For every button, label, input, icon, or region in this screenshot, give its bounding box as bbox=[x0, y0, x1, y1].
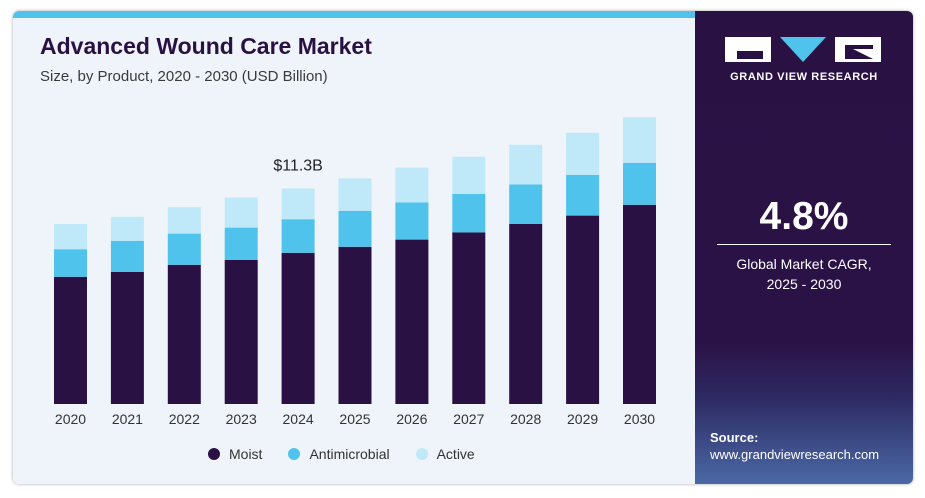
x-tick-label-2023: 2023 bbox=[226, 411, 257, 427]
source-link[interactable]: www.grandviewresearch.com bbox=[710, 447, 880, 462]
sidebar-panel: GRAND VIEW RESEARCH 4.8% Global Market C… bbox=[695, 11, 913, 484]
bar-active-2020 bbox=[54, 224, 87, 250]
bar-active-2021 bbox=[110, 216, 144, 241]
bar-active-2022 bbox=[167, 207, 201, 234]
bar-antimicrobial-2022 bbox=[167, 233, 201, 265]
x-tick-label-2024: 2024 bbox=[283, 411, 314, 427]
bar-active-2023 bbox=[224, 197, 258, 228]
bar-antimicrobial-2030 bbox=[623, 162, 656, 205]
legend-swatch-active bbox=[415, 448, 428, 460]
grand-view-research-logo bbox=[725, 37, 881, 62]
chart-panel: Advanced Wound Care Market Size, by Prod… bbox=[13, 11, 695, 484]
bar-active-2026 bbox=[395, 167, 429, 203]
infographic-card: Advanced Wound Care Market Size, by Prod… bbox=[13, 11, 913, 484]
x-tick-label-2026: 2026 bbox=[396, 411, 427, 427]
bar-antimicrobial-2027 bbox=[452, 194, 486, 233]
legend-swatch-antimicrobial bbox=[288, 448, 301, 460]
cagr-label-line2: 2025 - 2030 bbox=[766, 276, 842, 292]
bar-active-2024 bbox=[281, 188, 315, 220]
bar-antimicrobial-2028 bbox=[509, 184, 543, 224]
bar-active-2027 bbox=[452, 156, 486, 194]
bar-antimicrobial-2021 bbox=[110, 240, 144, 272]
bar-moist-2021 bbox=[110, 272, 144, 404]
x-tick-label-2022: 2022 bbox=[169, 411, 200, 427]
x-tick-label-2027: 2027 bbox=[453, 411, 484, 427]
brand-name: GRAND VIEW RESEARCH bbox=[730, 71, 878, 83]
bar-moist-2029 bbox=[566, 215, 600, 404]
bar-antimicrobial-2023 bbox=[224, 227, 258, 260]
bar-antimicrobial-2025 bbox=[338, 210, 372, 247]
bar-moist-2030 bbox=[623, 204, 656, 404]
bar-active-2030 bbox=[623, 117, 656, 163]
bar-moist-2022 bbox=[167, 264, 201, 404]
bar-antimicrobial-2024 bbox=[281, 219, 315, 253]
bar-antimicrobial-2029 bbox=[566, 174, 600, 216]
bar-moist-2026 bbox=[395, 239, 429, 404]
bar-moist-2020 bbox=[54, 276, 87, 404]
x-tick-label-2028: 2028 bbox=[510, 411, 541, 427]
chart-legend: Moist Antimicrobial Active bbox=[208, 444, 501, 464]
legend-swatch-moist bbox=[208, 448, 220, 460]
bar-moist-2024 bbox=[281, 252, 315, 404]
chart-title: Advanced Wound Care Market bbox=[40, 33, 372, 59]
x-tick-label-2020: 2020 bbox=[55, 411, 86, 427]
chart-subtitle: Size, by Product, 2020 - 2030 (USD Billi… bbox=[40, 68, 328, 85]
bar-active-2029 bbox=[566, 132, 600, 175]
cagr-label-line1: Global Market CAGR, bbox=[736, 256, 872, 272]
x-tick-label-2030: 2030 bbox=[624, 411, 655, 427]
bar-active-2025 bbox=[338, 178, 372, 211]
legend-label-active: Active bbox=[436, 446, 475, 462]
bar-moist-2027 bbox=[452, 232, 486, 404]
cagr-label: Global Market CAGR, 2025 - 2030 bbox=[695, 254, 913, 294]
x-tick-label-2021: 2021 bbox=[112, 411, 143, 427]
legend-item-moist: Moist bbox=[208, 446, 262, 462]
source-label: Source: bbox=[710, 430, 759, 445]
annotation-2024: $11.3B bbox=[273, 157, 323, 174]
legend-label-antimicrobial: Antimicrobial bbox=[309, 446, 390, 462]
bar-antimicrobial-2026 bbox=[395, 202, 429, 240]
x-tick-label-2029: 2029 bbox=[567, 411, 598, 427]
bar-antimicrobial-2020 bbox=[54, 249, 87, 277]
cagr-divider bbox=[717, 244, 891, 245]
legend-label-moist: Moist bbox=[229, 446, 263, 462]
bar-moist-2028 bbox=[509, 224, 543, 404]
legend-item-antimicrobial: Antimicrobial bbox=[288, 446, 390, 462]
bar-moist-2023 bbox=[224, 260, 258, 404]
bar-moist-2025 bbox=[338, 246, 372, 404]
accent-strip bbox=[13, 11, 695, 18]
stacked-bar-chart: 2020 2021 2022 2023 2024 2025 2026 2027 2028 2029… bbox=[54, 117, 656, 427]
cagr-value: 4.8% bbox=[759, 195, 849, 238]
x-tick-label-2025: 2025 bbox=[339, 411, 370, 427]
bar-active-2028 bbox=[509, 144, 543, 185]
legend-item-active: Active bbox=[415, 446, 475, 462]
